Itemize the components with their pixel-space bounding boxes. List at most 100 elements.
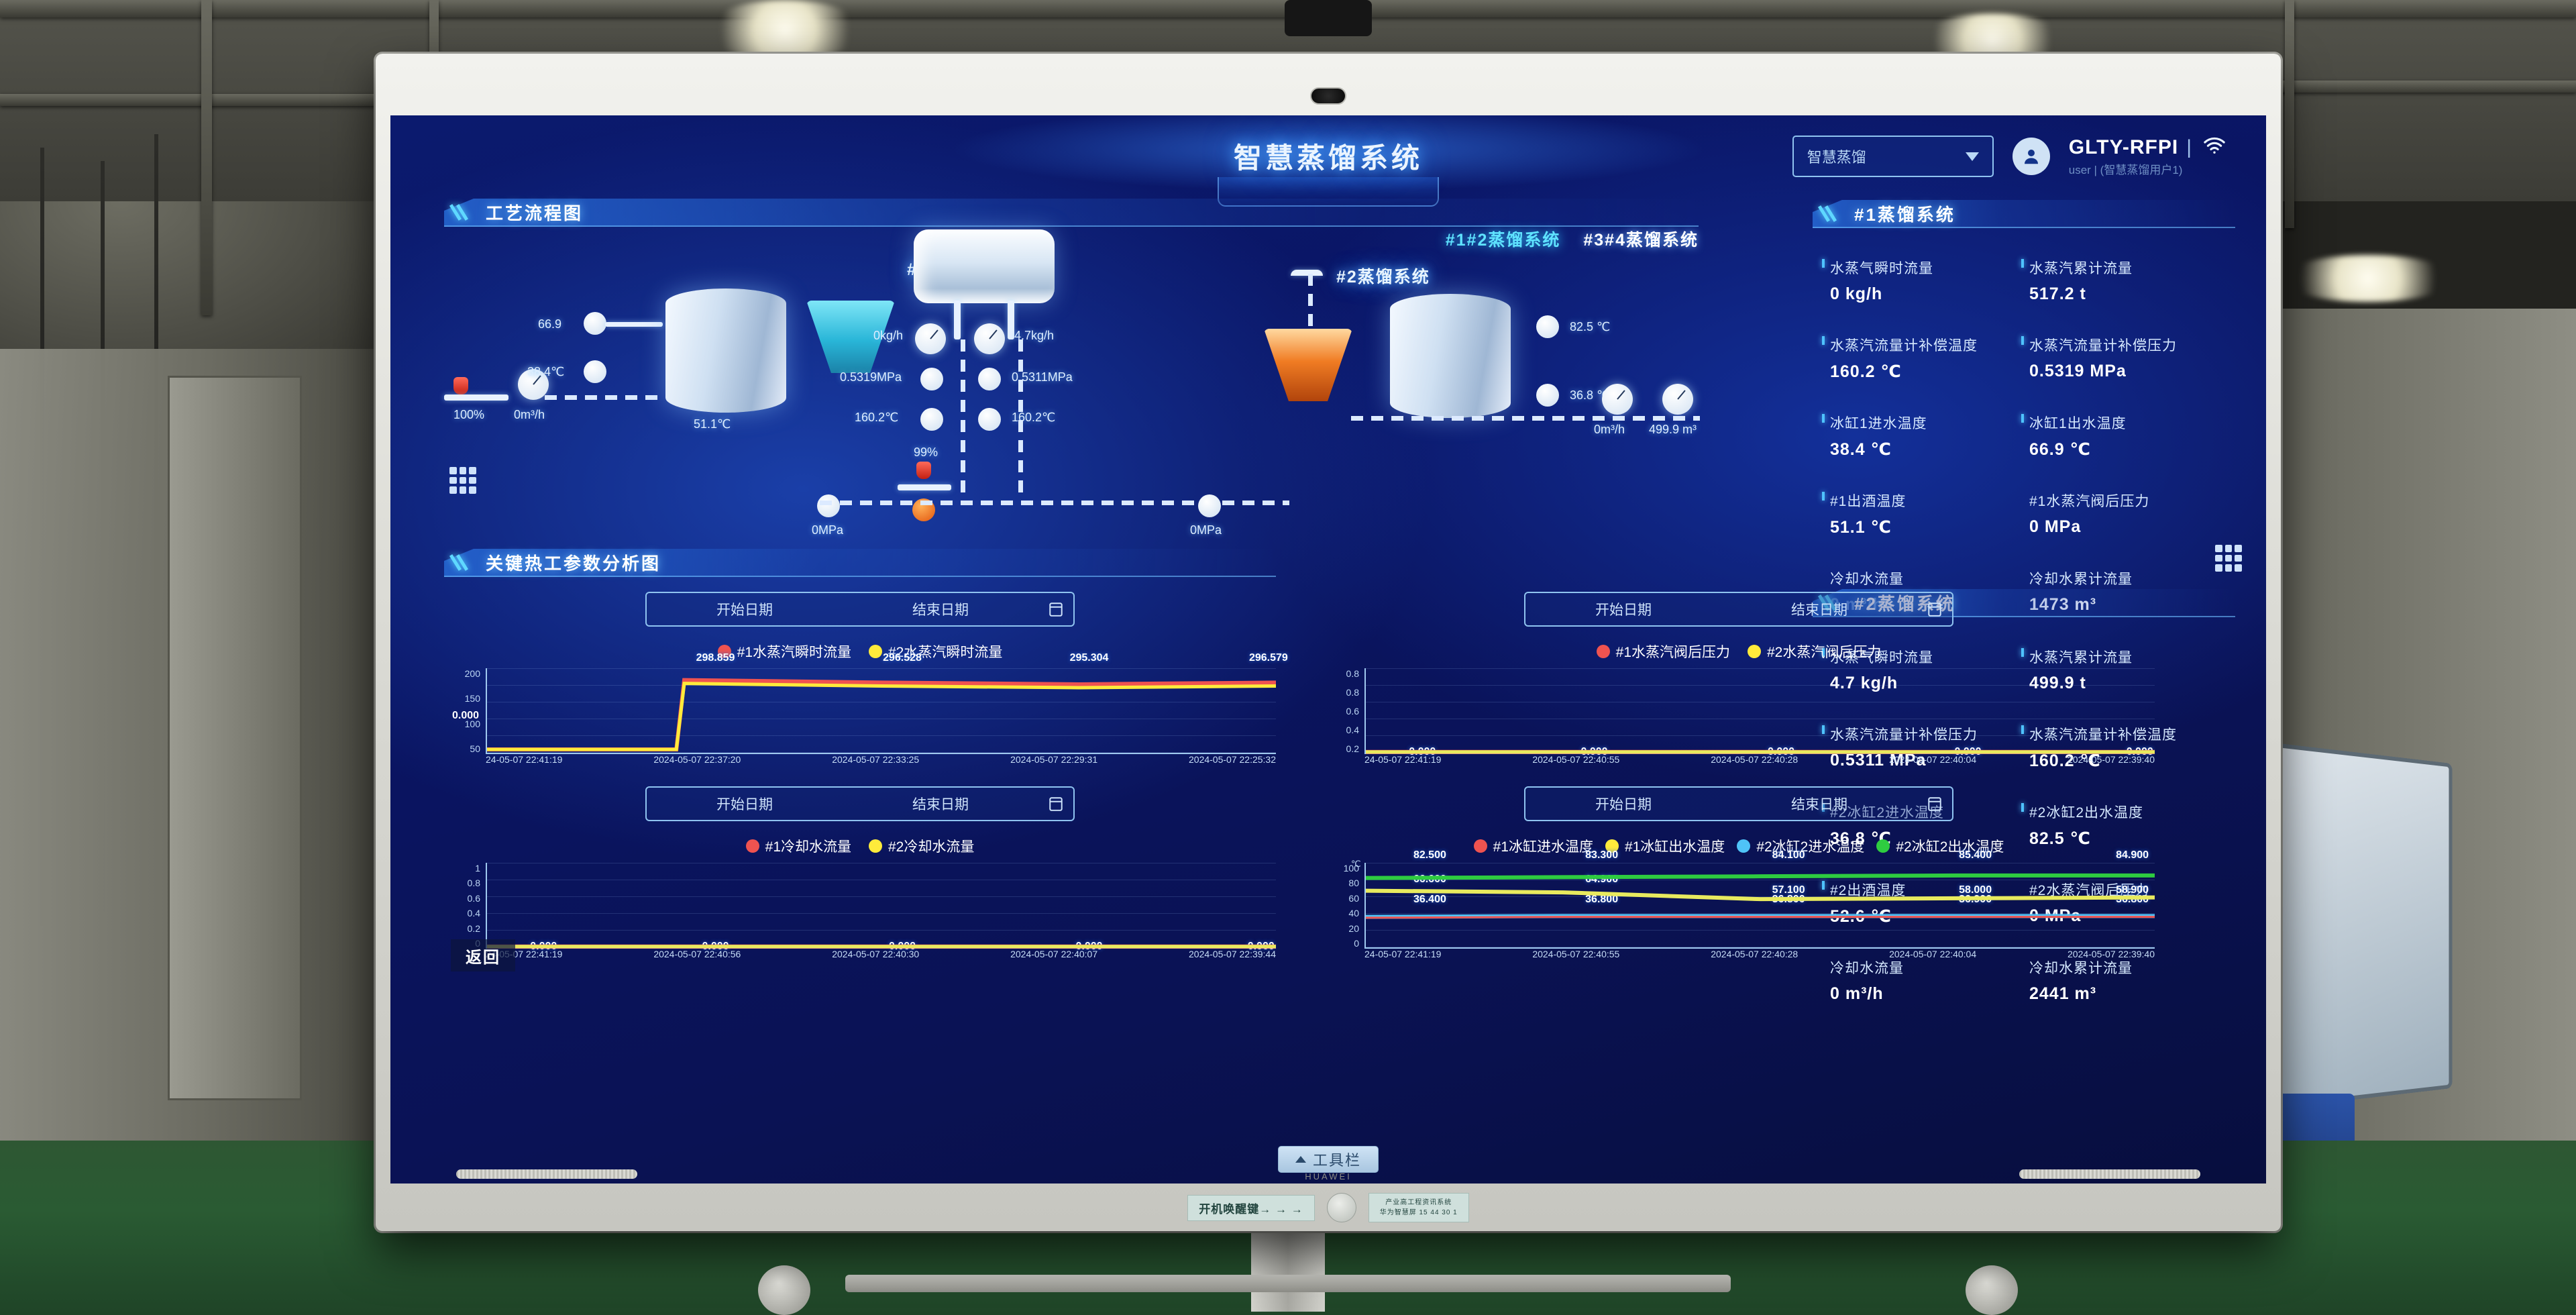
tab-system-1-2[interactable]: #1#2蒸馏系统	[1445, 231, 1561, 250]
chart-block-valve-pressure: 开始日期 结束日期 #1水蒸汽阀后压力 #2水蒸汽阀后压力	[1323, 592, 2155, 769]
legend-item: #1冰缸进水温度	[1473, 836, 1593, 856]
double-chevron-icon	[445, 201, 472, 227]
y-tick: 200	[464, 668, 480, 679]
point-label: 57.100	[1772, 884, 1805, 896]
metric-key: #1水蒸汽阀后压力	[2029, 494, 2150, 509]
pressure-valve-after-1	[817, 494, 840, 517]
start-date-input[interactable]: 开始日期	[716, 797, 773, 812]
calendar-icon[interactable]	[1917, 601, 1952, 617]
y-tick: 150	[464, 693, 480, 704]
system-selector[interactable]: 智慧蒸馏	[1792, 136, 1994, 177]
end-date-input[interactable]: 结束日期	[912, 602, 969, 618]
y-tick: 100	[1343, 863, 1359, 874]
metric-value: 0 kg/h	[1830, 284, 1883, 303]
x-tick: 2024-05-07 22:39:44	[1189, 949, 1276, 959]
chart-svg	[1366, 668, 2155, 753]
legend-dot	[1605, 839, 1619, 853]
metric-key: 水蒸汽流量计补偿温度	[1830, 338, 1978, 354]
cooling-total-gauge-2	[1662, 384, 1693, 415]
point-label: 84.100	[1772, 849, 1805, 861]
metric-value: 499.9 t	[2029, 674, 2229, 693]
metric-key: 冷却水累计流量	[2029, 572, 2133, 587]
info-sticker-line1: 产业高工程资讯系统	[1385, 1199, 1452, 1206]
steam-flow-gauge-1	[915, 323, 946, 354]
stand-wheel-left	[758, 1265, 810, 1315]
power-button[interactable]	[1326, 1193, 1356, 1222]
date-range-picker[interactable]: 开始日期 结束日期	[645, 786, 1075, 821]
speaker-grille-right	[2019, 1169, 2200, 1179]
x-tick: 2024-05-07 22:39:40	[2068, 754, 2155, 765]
metric-key: 水蒸汽流量计补偿温度	[2029, 724, 2229, 744]
zero-label: 0.000	[452, 710, 480, 721]
point-label: 58.900	[2116, 884, 2149, 896]
avatar[interactable]	[2012, 138, 2050, 175]
legend-dot	[869, 645, 882, 658]
end-date-input[interactable]: 结束日期	[912, 797, 969, 812]
point-label: 295.304	[1069, 652, 1109, 664]
power-wake-sticker: 开机唤醒键→ → →	[1187, 1194, 1315, 1221]
calendar-icon[interactable]	[1038, 601, 1073, 617]
chart-steam-flow: 200 150 100 50 298.859 296.528 295.304 2…	[444, 652, 1288, 769]
metric: 水蒸汽流量计补偿温度 160.2 ℃	[2021, 724, 2229, 771]
x-tick: 24-05-07 22:41:19	[1364, 754, 1442, 765]
temp-in-label-2: 36.8 ℃	[1570, 388, 1611, 402]
end-date-input[interactable]: 结束日期	[1791, 797, 1847, 812]
chart-cooling-flow: 1 0.8 0.6 0.4 0.2 0 0.000 0.000 0.000	[444, 863, 1276, 963]
display-stand-column	[1251, 1231, 1325, 1312]
start-date-input[interactable]: 开始日期	[1595, 797, 1652, 812]
x-axis: 24-05-07 22:41:19 2024-05-07 22:40:55 20…	[1364, 949, 2155, 963]
metric-value: 0 MPa	[2029, 517, 2082, 536]
grid-menu-icon-left[interactable]	[449, 467, 476, 494]
date-range-picker[interactable]: 开始日期 结束日期	[1524, 786, 1953, 821]
metric: 水蒸气瞬时流量 0 kg/h	[1822, 258, 2029, 304]
metric-tick	[2021, 259, 2024, 268]
temp-out-label-1: 66.9	[538, 317, 562, 331]
back-button[interactable]: 返回	[451, 939, 515, 971]
metric: 水蒸汽累计流量 499.9 t	[2021, 647, 2229, 693]
y-tick: 0.6	[467, 892, 480, 904]
system-tabs: #1#2蒸馏系统 #3#4蒸馏系统	[1446, 227, 1699, 251]
steam-temp-sensor-2	[978, 408, 1001, 431]
y-tick: 1	[475, 863, 480, 874]
metric-value: 2441 m³	[2029, 984, 2097, 1003]
charts-panel-bar	[444, 549, 1276, 577]
metric-key: 水蒸汽流量计补偿压力	[1830, 724, 2029, 744]
chevron-down-icon	[1965, 152, 1979, 161]
legend-item: #2冷却水流量	[869, 836, 974, 856]
date-range-picker[interactable]: 开始日期 结束日期	[645, 592, 1075, 627]
chart-block-cooling-flow: 开始日期 结束日期 #1冷却水流量 #2冷却水流量	[444, 786, 1276, 971]
regulating-valve-indicator	[916, 462, 931, 479]
grid-menu-icon-right[interactable]	[2215, 545, 2242, 572]
pipe-dashed-bottom	[820, 501, 1289, 505]
page-title: 智慧蒸馏系统	[1233, 142, 1424, 174]
calendar-icon[interactable]	[1038, 796, 1073, 812]
start-date-input[interactable]: 开始日期	[1595, 602, 1652, 618]
toolbar-button[interactable]: 工具栏	[1278, 1146, 1379, 1173]
wifi-icon[interactable]	[2203, 137, 2226, 158]
cooling-flow-label-2: 0m³/h	[1594, 423, 1625, 436]
metric: 水蒸气瞬时流量 4.7 kg/h	[1822, 647, 2029, 693]
calendar-icon[interactable]	[1917, 796, 1952, 812]
metric-tick	[1822, 492, 1825, 501]
metric-value: 38.4 ℃	[1830, 440, 1892, 459]
y-tick: 0.4	[1346, 725, 1359, 735]
end-date-input[interactable]: 结束日期	[1791, 602, 1847, 618]
user-icon	[2024, 150, 2038, 164]
metric-value: 66.9 ℃	[2029, 440, 2091, 459]
user-subtitle: user | (智慧蒸馏用户1)	[2068, 163, 2183, 176]
legend-label: #2冰缸2进水温度	[1756, 839, 1865, 855]
metric: 冰缸1进水温度 38.4 ℃	[1822, 413, 2029, 460]
metric-key: 水蒸汽流量计补偿压力	[2029, 338, 2177, 354]
metric: 水蒸汽累计流量 517.2 t	[2021, 258, 2229, 304]
flow-panel-bar	[444, 199, 1699, 227]
date-range-picker[interactable]: 开始日期 结束日期	[1524, 592, 1953, 627]
metric-key: 水蒸汽累计流量	[2029, 261, 2133, 276]
metric-value: 4.7 kg/h	[1830, 674, 2029, 693]
tab-system-3-4[interactable]: #3#4蒸馏系统	[1583, 231, 1699, 250]
start-date-input[interactable]: 开始日期	[716, 602, 773, 618]
metric-value: 160.2 ℃	[2029, 751, 2101, 770]
steam-pressure-valve-2	[978, 368, 1001, 390]
plot-area: 0.000 0.000 0.000 0.000 0.000	[486, 863, 1276, 952]
metric-key: 水蒸气瞬时流量	[1830, 650, 1933, 666]
metric: 水蒸汽流量计补偿压力 0.5319 MPa	[2021, 335, 2229, 382]
